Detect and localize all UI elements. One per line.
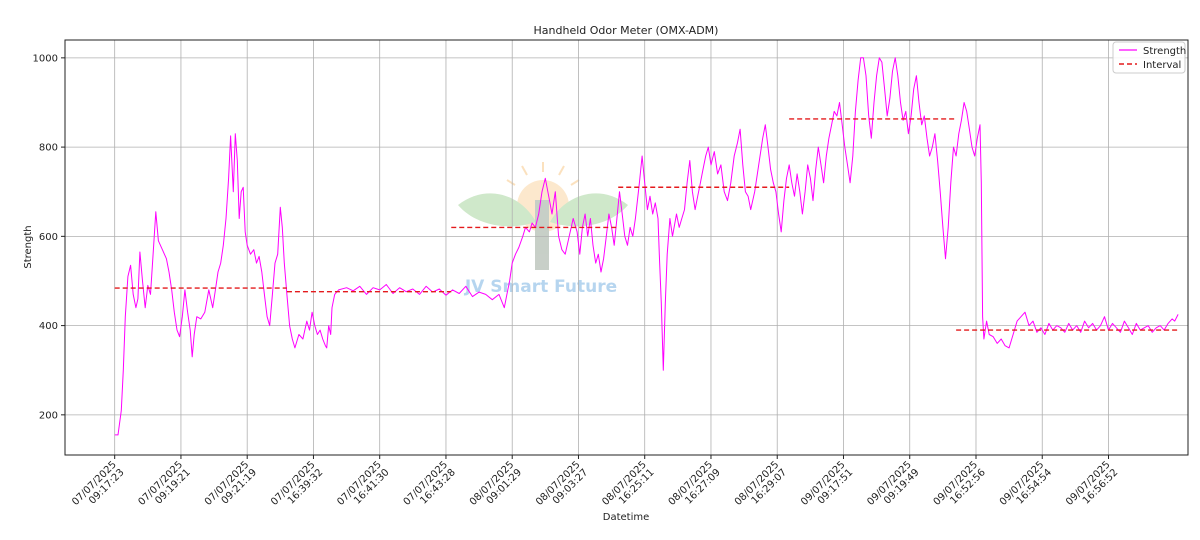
y-axis-ticks: 200 400 600 800 1000 <box>33 53 65 421</box>
x-tick-label: 07/07/202516:41:30 <box>335 459 391 515</box>
x-tick-label: 09/07/202516:56:52 <box>1064 459 1120 515</box>
x-tick-label: 08/07/202509:03:27 <box>534 459 590 515</box>
x-tick-label: 07/07/202509:17:23 <box>70 459 126 515</box>
series-layer <box>114 57 1179 436</box>
series-line-strength <box>114 57 1179 436</box>
legend: Strength Interval <box>1112 41 1186 74</box>
y-tick-label: 1000 <box>33 53 58 64</box>
watermark-logo <box>458 162 628 270</box>
x-tick-label: 08/07/202509:01:29 <box>468 459 524 515</box>
y-tick-label: 800 <box>39 143 58 154</box>
legend-label-strength: Strength <box>1143 46 1186 57</box>
x-tick-label: 09/07/202516:54:54 <box>998 459 1054 515</box>
x-tick-label: 09/07/202509:19:49 <box>865 459 921 515</box>
x-tick-label: 07/07/202509:21:19 <box>203 459 259 515</box>
legend-label-interval: Interval <box>1143 60 1181 71</box>
y-tick-label: 200 <box>39 410 58 421</box>
x-tick-label: 07/07/202509:19:21 <box>137 459 193 515</box>
grid-lines <box>65 40 1188 455</box>
plot-area-frame <box>64 39 1189 456</box>
x-tick-label: 08/07/202516:27:09 <box>667 459 723 515</box>
y-axis-label: Strength <box>23 225 34 268</box>
y-tick-label: 400 <box>39 321 58 332</box>
x-axis-ticks: 07/07/202509:17:23 07/07/202509:19:21 07/0… <box>70 455 1120 515</box>
x-tick-label: 09/07/202509:17:51 <box>799 459 855 515</box>
x-tick-label: 08/07/202516:25:11 <box>600 459 656 515</box>
x-tick-label: 07/07/202516:43:28 <box>402 459 458 515</box>
x-axis-label: Datetime <box>603 512 650 523</box>
x-tick-label: 07/07/202516:39:32 <box>269 459 325 515</box>
watermark-text: JV Smart Future <box>464 277 617 297</box>
x-tick-label: 09/07/202516:52:56 <box>932 459 988 515</box>
chart-title: Handheld Odor Meter (OMX-ADM) <box>534 24 719 37</box>
y-tick-label: 600 <box>39 232 58 243</box>
x-tick-label: 08/07/202516:29:07 <box>733 459 789 515</box>
